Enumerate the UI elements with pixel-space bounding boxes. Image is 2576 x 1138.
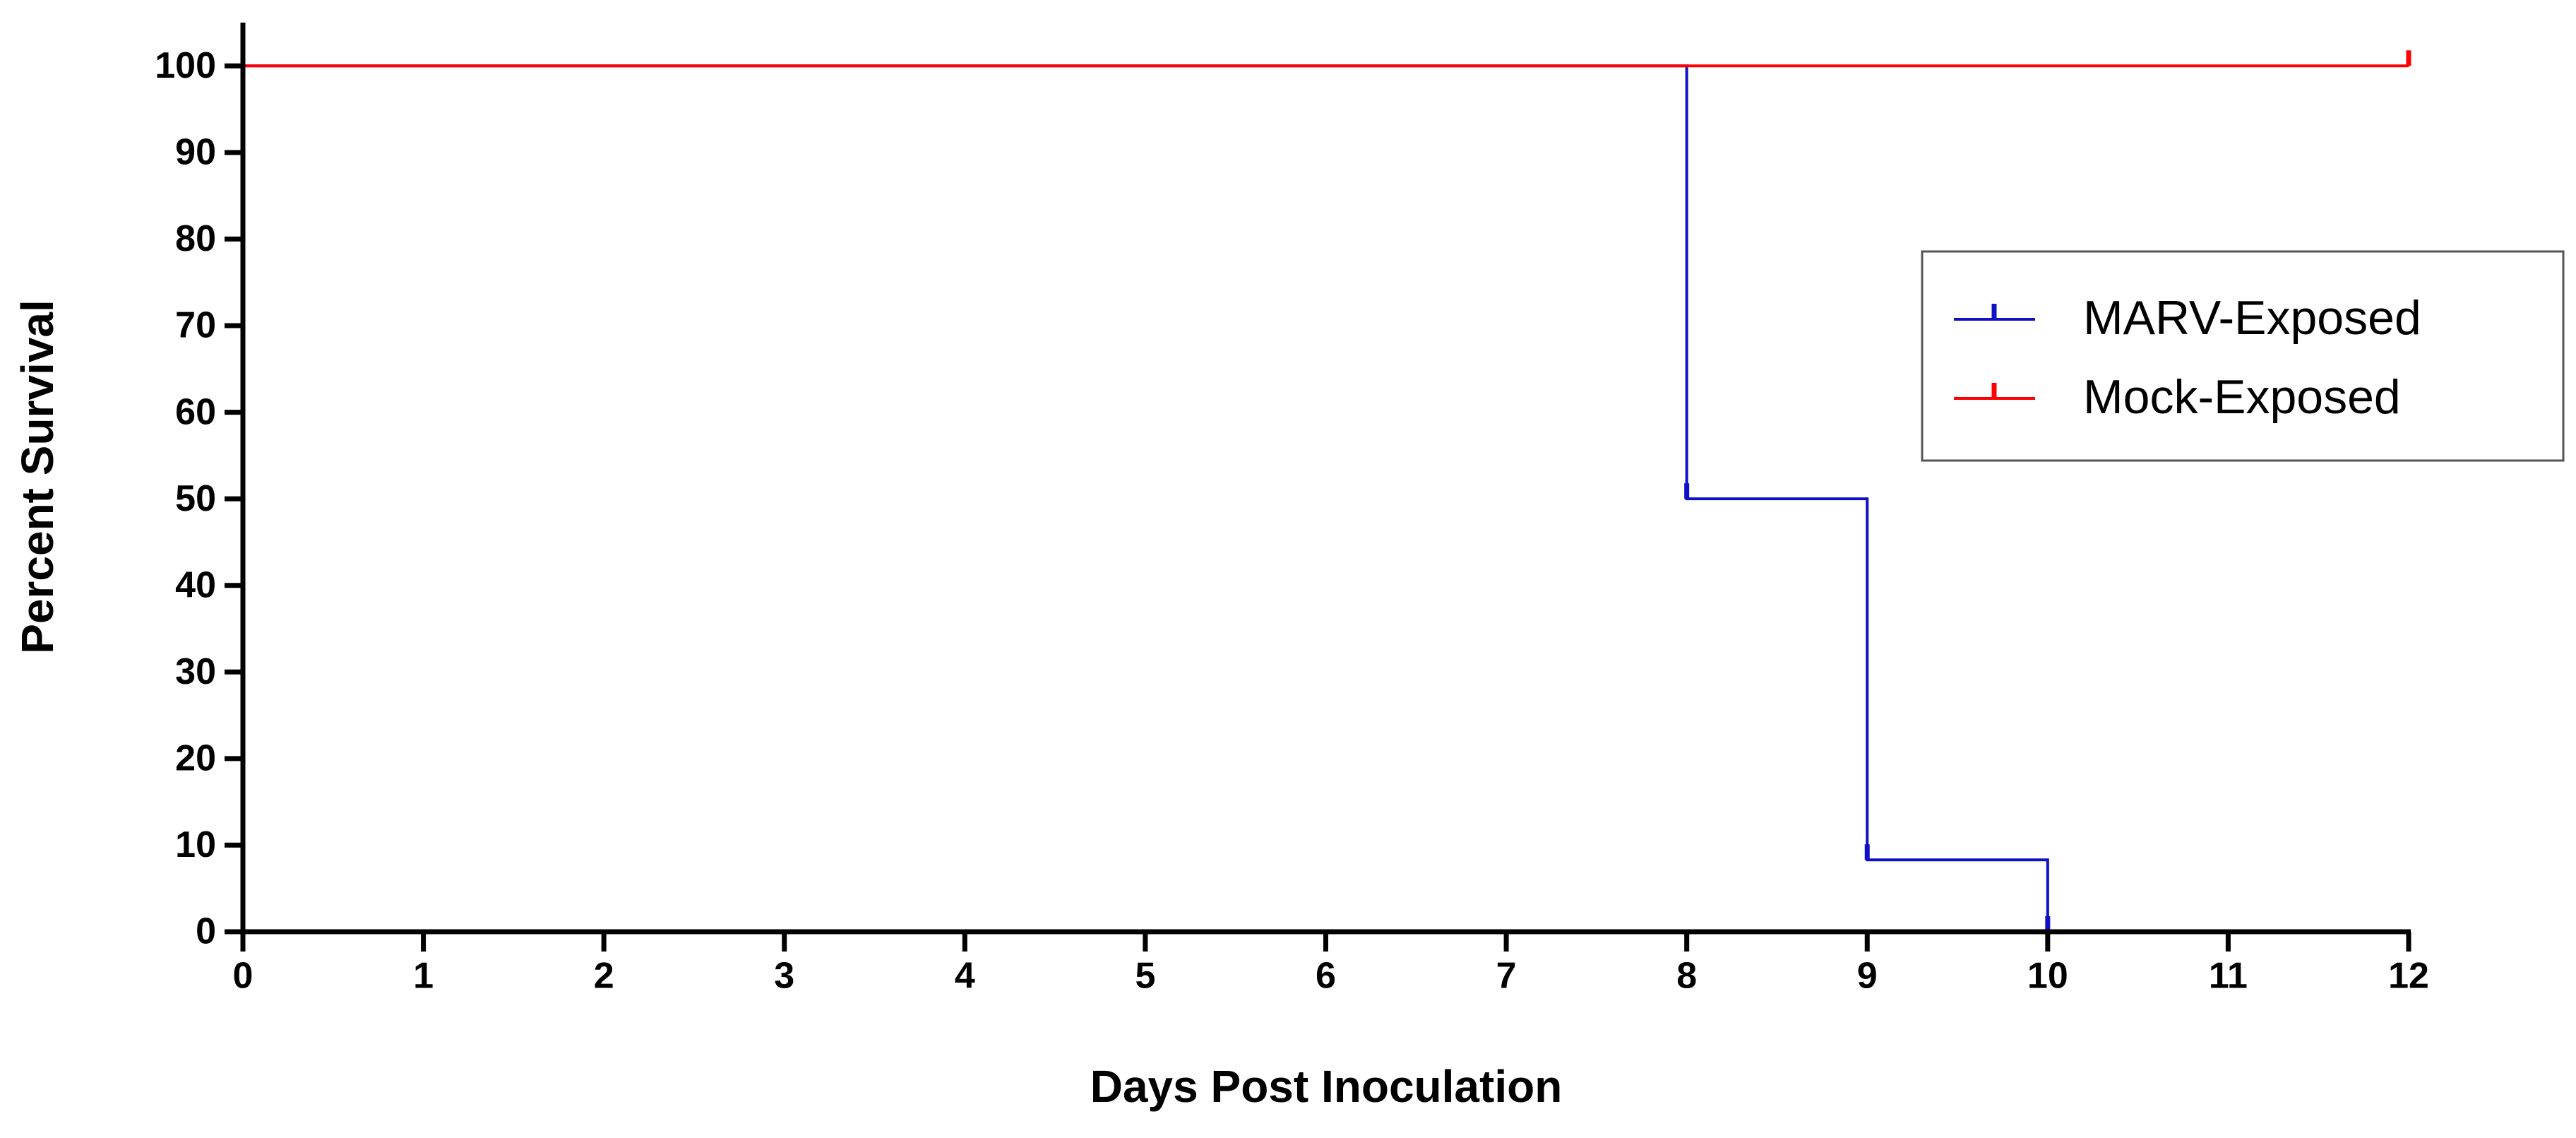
y-tick-label: 90 bbox=[175, 132, 216, 173]
y-tick-label: 80 bbox=[175, 218, 216, 259]
x-axis-title: Days Post Inoculation bbox=[1090, 1061, 1563, 1112]
x-tick-label: 9 bbox=[1857, 956, 1878, 997]
y-tick-label: 40 bbox=[175, 564, 216, 605]
x-tick-label: 11 bbox=[2209, 956, 2248, 997]
x-tick-label: 2 bbox=[594, 956, 614, 997]
x-tick-label: 10 bbox=[2027, 956, 2068, 997]
y-tick-label: 30 bbox=[175, 651, 216, 692]
y-tick-label: 10 bbox=[175, 824, 216, 865]
y-tick-label: 60 bbox=[175, 391, 216, 432]
x-tick-label: 3 bbox=[774, 956, 794, 997]
legend-box bbox=[1921, 250, 2565, 462]
y-tick-label: 100 bbox=[155, 45, 216, 86]
y-axis-title: Percent Survival bbox=[12, 300, 63, 654]
y-tick-label: 0 bbox=[196, 911, 216, 952]
survival-line bbox=[243, 64, 2049, 932]
x-tick-label: 0 bbox=[233, 956, 254, 997]
x-tick-label: 7 bbox=[1496, 956, 1517, 997]
y-tick-label: 20 bbox=[175, 738, 216, 779]
x-tick-label: 6 bbox=[1316, 956, 1336, 997]
x-tick-label: 12 bbox=[2388, 956, 2429, 997]
legend-label: Mock-Exposed bbox=[2083, 370, 2401, 424]
x-tick-label: 8 bbox=[1676, 956, 1697, 997]
x-tick-label: 4 bbox=[955, 956, 975, 997]
y-tick-label: 70 bbox=[175, 305, 216, 346]
legend-label: MARV-Exposed bbox=[2083, 291, 2421, 345]
y-tick-label: 50 bbox=[175, 478, 216, 519]
x-tick-label: 1 bbox=[413, 956, 434, 997]
x-tick-label: 5 bbox=[1135, 956, 1155, 997]
